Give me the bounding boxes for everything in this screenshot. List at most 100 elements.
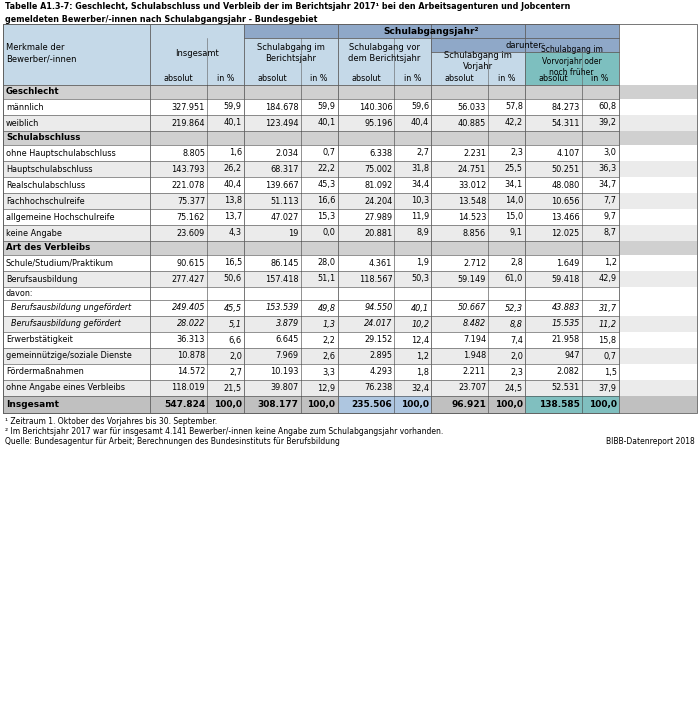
Text: 90.615: 90.615: [176, 258, 205, 267]
Text: 4.293: 4.293: [370, 368, 393, 376]
Text: 8,7: 8,7: [603, 228, 617, 237]
Text: Erwerbstätigkeit: Erwerbstätigkeit: [6, 336, 73, 345]
Bar: [3, 396, 697, 413]
Text: 4,3: 4,3: [229, 228, 241, 237]
Text: davon:: davon:: [6, 289, 34, 298]
Text: 8.856: 8.856: [463, 228, 486, 237]
Text: 56.033: 56.033: [458, 102, 486, 112]
Text: 16,6: 16,6: [317, 197, 335, 206]
Text: 27.989: 27.989: [364, 213, 393, 222]
Bar: [337, 396, 431, 413]
Text: 16,5: 16,5: [223, 258, 242, 267]
Text: 118.019: 118.019: [172, 383, 205, 392]
Text: 39.807: 39.807: [271, 383, 299, 392]
Text: 24.204: 24.204: [364, 197, 393, 206]
Text: 40,4: 40,4: [223, 180, 242, 190]
Text: 12,4: 12,4: [411, 336, 429, 345]
Text: ohne Angabe eines Verbleibs: ohne Angabe eines Verbleibs: [6, 383, 125, 392]
Text: Berufsausbildung: Berufsausbildung: [6, 274, 78, 284]
Text: 75.377: 75.377: [177, 197, 205, 206]
Text: 13.466: 13.466: [551, 213, 580, 222]
Text: 235.506: 235.506: [351, 400, 393, 409]
Text: 15,8: 15,8: [598, 336, 617, 345]
Text: 15,0: 15,0: [505, 213, 523, 222]
Text: 2.712: 2.712: [463, 258, 486, 267]
Text: Hauptschulabschluss: Hauptschulabschluss: [6, 164, 92, 173]
Text: 75.162: 75.162: [176, 213, 205, 222]
Text: 13.548: 13.548: [458, 197, 486, 206]
Text: gemeinnützige/soziale Dienste: gemeinnützige/soziale Dienste: [6, 352, 132, 361]
Text: 59,9: 59,9: [224, 102, 241, 112]
Text: Fachhochschulreife: Fachhochschulreife: [6, 197, 85, 206]
Text: 277.427: 277.427: [172, 274, 205, 284]
Text: 139.667: 139.667: [265, 180, 299, 190]
Bar: [3, 241, 697, 255]
Text: 33.012: 33.012: [458, 180, 486, 190]
Text: 28.022: 28.022: [177, 319, 205, 329]
Text: 45,5: 45,5: [224, 303, 241, 312]
Text: 308.177: 308.177: [258, 400, 299, 409]
Text: 21,5: 21,5: [224, 383, 241, 392]
Text: 184.678: 184.678: [265, 102, 299, 112]
Text: 100,0: 100,0: [214, 400, 242, 409]
Text: 75.002: 75.002: [364, 164, 393, 173]
Text: 2,6: 2,6: [323, 352, 335, 361]
Text: 9,7: 9,7: [603, 213, 617, 222]
Text: 5,1: 5,1: [229, 319, 241, 329]
Text: 14,0: 14,0: [505, 197, 523, 206]
Bar: [3, 316, 697, 332]
Text: 29.152: 29.152: [364, 336, 393, 345]
Text: 1,3: 1,3: [323, 319, 335, 329]
Text: 1,2: 1,2: [603, 258, 617, 267]
Text: Schule/Studium/Praktikum: Schule/Studium/Praktikum: [6, 258, 114, 267]
Text: 24.751: 24.751: [458, 164, 486, 173]
Text: 13,7: 13,7: [224, 213, 241, 222]
Text: 95.196: 95.196: [364, 119, 393, 128]
Text: 59,9: 59,9: [318, 102, 335, 112]
Text: Merkmale der
Bewerber/-innen: Merkmale der Bewerber/-innen: [6, 43, 76, 63]
Text: 3,0: 3,0: [603, 149, 617, 157]
Text: 123.494: 123.494: [265, 119, 299, 128]
Text: ² Im Berichtsjahr 2017 war für insgesamt 4.141 Bewerber/-innen keine Angabe zum : ² Im Berichtsjahr 2017 war für insgesamt…: [5, 427, 443, 435]
Text: 51,1: 51,1: [317, 274, 335, 284]
Text: 50.667: 50.667: [458, 303, 486, 312]
Text: 31,8: 31,8: [411, 164, 429, 173]
Text: 1,2: 1,2: [416, 352, 429, 361]
Bar: [3, 380, 697, 396]
Text: Berufsausbildung ungefördert: Berufsausbildung ungefördert: [11, 303, 131, 312]
Bar: [3, 85, 697, 99]
Text: 1.649: 1.649: [556, 258, 580, 267]
Text: 26,2: 26,2: [224, 164, 241, 173]
Text: 42,2: 42,2: [505, 119, 523, 128]
Bar: [337, 38, 431, 85]
Text: 6.338: 6.338: [370, 149, 393, 157]
Text: Schulabgang im
Vorvorjahr oder
noch früher: Schulabgang im Vorvorjahr oder noch früh…: [541, 46, 603, 77]
Bar: [3, 209, 697, 225]
Text: männlich: männlich: [6, 102, 43, 112]
Text: 20.881: 20.881: [364, 228, 393, 237]
Bar: [3, 177, 697, 193]
Text: Realschulabschluss: Realschulabschluss: [6, 180, 85, 190]
Text: 50,3: 50,3: [411, 274, 429, 284]
Text: 59.149: 59.149: [458, 274, 486, 284]
Text: 40,1: 40,1: [411, 303, 429, 312]
Bar: [3, 255, 697, 271]
Text: 2,2: 2,2: [323, 336, 335, 345]
Text: 7.969: 7.969: [276, 352, 299, 361]
Text: 2,7: 2,7: [229, 368, 241, 376]
Bar: [3, 115, 697, 131]
Text: 94.550: 94.550: [364, 303, 393, 312]
Text: Quelle: Bundesagentur für Arbeit; Berechnungen des Bundesinstituts für Berufsbil: Quelle: Bundesagentur für Arbeit; Berech…: [5, 437, 340, 446]
Text: 52.531: 52.531: [552, 383, 580, 392]
Text: 10,2: 10,2: [411, 319, 429, 329]
Text: 96.921: 96.921: [452, 400, 486, 409]
Text: 8.482: 8.482: [463, 319, 486, 329]
Text: 100,0: 100,0: [401, 400, 429, 409]
Text: 4.361: 4.361: [369, 258, 393, 267]
Text: 50,6: 50,6: [224, 274, 241, 284]
Text: 11,9: 11,9: [411, 213, 429, 222]
Bar: [431, 38, 619, 52]
Text: 140.306: 140.306: [359, 102, 393, 112]
Text: 68.317: 68.317: [270, 164, 299, 173]
Text: 2,3: 2,3: [510, 149, 523, 157]
